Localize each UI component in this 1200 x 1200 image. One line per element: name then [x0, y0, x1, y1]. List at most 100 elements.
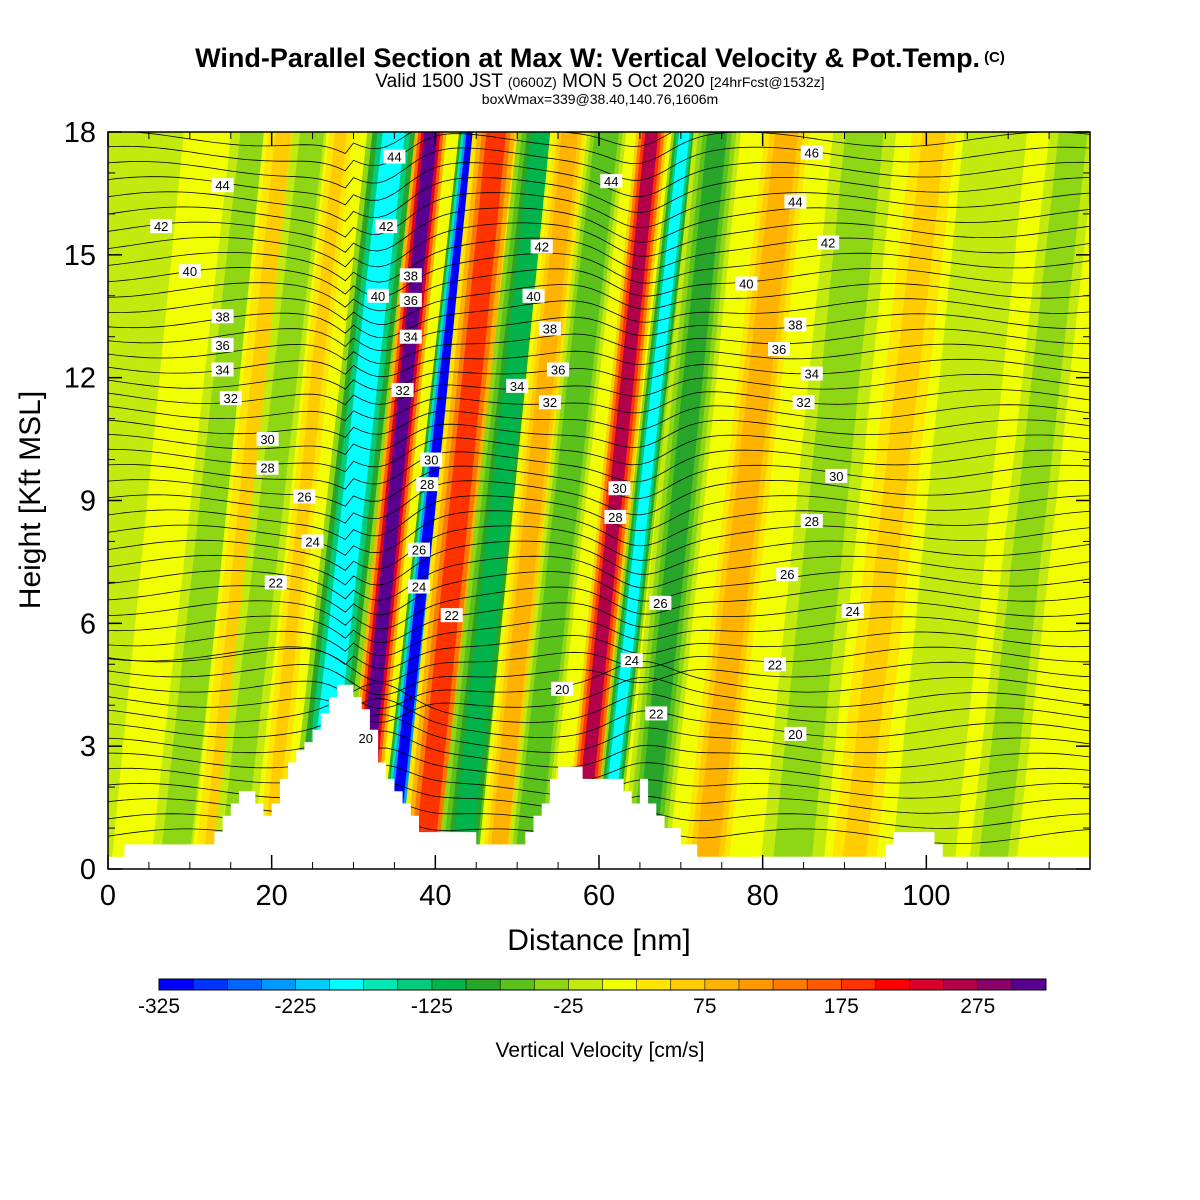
contour-label: 38 — [538, 321, 561, 337]
contour-label-text: 42 — [379, 219, 393, 234]
velocity-band — [108, 132, 184, 869]
velocity-band-level — [517, 132, 615, 869]
contour-label-bg — [800, 513, 823, 528]
colorbar-swatch — [534, 979, 569, 990]
contour-label: 24 — [407, 579, 430, 594]
colorbar-swatch — [431, 979, 467, 990]
contour-label-text: 30 — [829, 469, 843, 484]
velocity-band — [399, 132, 520, 869]
contour-label-text: 40 — [371, 289, 385, 304]
velocity-band — [211, 132, 332, 869]
velocity-band-level — [222, 132, 321, 869]
contour-label: 36 — [547, 362, 570, 377]
contour-label-bg — [211, 309, 234, 324]
colorbar-tick-label: 75 — [693, 995, 716, 1018]
contour-label-text: 38 — [788, 317, 802, 332]
velocity-band-level — [351, 132, 438, 869]
contour-label-bg — [604, 509, 627, 524]
contour-label-bg — [645, 706, 668, 721]
contour-label-text: 42 — [821, 236, 835, 251]
contour-label-bg — [383, 149, 406, 164]
theta-contour-line — [108, 661, 1090, 696]
valid-time-line: Valid 1500 JST (0600Z) MON 5 Oct 2020 [2… — [0, 72, 1200, 92]
colorbar-tick-label: -325 — [138, 995, 180, 1018]
contour-label: 42 — [150, 219, 173, 234]
contour-label: 38 — [399, 268, 422, 283]
contour-label-bg — [211, 337, 234, 352]
x-tick-label: 60 — [583, 880, 615, 912]
contour-label-bg — [420, 452, 443, 467]
velocity-band-level — [450, 132, 552, 869]
theta-contour-line — [108, 698, 1090, 739]
y-tick-label: 6 — [80, 608, 96, 640]
contour-label: 38 — [784, 317, 807, 332]
contour-label-bg — [256, 432, 279, 447]
colorbar-swatch — [261, 979, 296, 990]
colorbar-swatch — [602, 979, 638, 990]
contour-label: 24 — [841, 604, 864, 619]
contour-label-text: 36 — [551, 362, 565, 377]
velocity-band-level — [694, 132, 799, 869]
theta-contour-line — [108, 510, 1090, 556]
velocity-band — [678, 132, 815, 869]
y-tick-label: 18 — [64, 117, 96, 149]
contour-label-bg — [375, 219, 398, 234]
contour-label: 20 — [551, 681, 574, 697]
valid-utc: (0600Z) — [507, 74, 557, 90]
contour-label-text: 26 — [297, 489, 311, 504]
theta-contour-line — [108, 177, 1090, 222]
colorbar-tick-label: 175 — [824, 995, 859, 1018]
contour-label-bg — [416, 477, 439, 492]
contour-label: 24 — [620, 653, 643, 668]
contour-label-text: 26 — [412, 543, 426, 558]
contour-label-text: 34 — [404, 330, 418, 345]
contour-label-text: 44 — [387, 150, 401, 165]
colorbar-swatch — [807, 979, 842, 990]
theta-contour-line — [108, 601, 1090, 643]
terrain — [108, 684, 1090, 869]
theta-contour-line — [108, 495, 1090, 541]
theta-contour-line — [108, 616, 1090, 656]
theta-contour-line — [108, 268, 1090, 312]
contour-label-bg — [784, 317, 807, 332]
colorbar-swatch — [466, 979, 501, 990]
contour-label-bg — [784, 726, 807, 741]
contour-label-text: 24 — [624, 653, 638, 668]
contour-label: 46 — [800, 145, 823, 160]
title-text: Wind-Parallel Section at Max W: Vertical… — [195, 43, 981, 73]
contour-label: 40 — [735, 276, 758, 291]
theta-contour-line — [108, 525, 1090, 571]
colorbar-swatch — [1011, 979, 1047, 990]
contour-label: 44 — [211, 178, 234, 193]
chart-title-block: Wind-Parallel Section at Max W: Vertical… — [0, 42, 1200, 107]
contour-label-text: 22 — [768, 657, 782, 672]
contour-label-bg — [522, 288, 545, 303]
colorbar-tick-label: -25 — [553, 995, 583, 1018]
theta-contour-line — [108, 677, 1090, 723]
velocity-field — [108, 132, 1090, 869]
contour-label-bg — [841, 604, 864, 619]
velocity-band — [825, 132, 962, 869]
theta-contour-line — [108, 682, 1090, 723]
theta-contour-line — [108, 161, 1090, 206]
contour-label: 34 — [800, 366, 823, 382]
theta-contour-line — [108, 631, 1090, 670]
theta-contour-line — [108, 328, 1090, 364]
colorbar-swatch — [568, 979, 603, 990]
velocity-band-level — [108, 132, 161, 666]
x-tick-label: 40 — [419, 880, 451, 912]
y-axis-label: Height [Kft MSL] — [14, 391, 47, 609]
contour-label-text: 42 — [154, 219, 168, 234]
velocity-band-level — [841, 132, 946, 869]
contour-label-bg — [600, 174, 623, 189]
theta-contour-line — [108, 389, 1090, 422]
theta-contour-line — [108, 586, 1090, 630]
contour-label: 22 — [763, 657, 786, 672]
copyright-mark: (C) — [984, 49, 1005, 66]
contour-label: 30 — [420, 452, 443, 468]
contour-label-bg — [211, 362, 234, 377]
contour-label-text: 32 — [395, 383, 409, 398]
contour-label-bg — [440, 608, 463, 623]
